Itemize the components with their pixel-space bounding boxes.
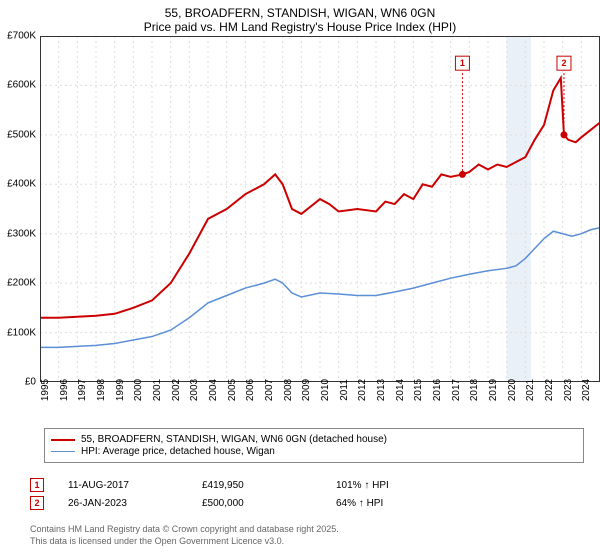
x-tick-label: 2008 [283,379,294,401]
x-tick-label: 2001 [152,379,163,401]
chart-area: £0£100K£200K£300K£400K£500K£600K£700K 12 [40,36,600,382]
x-tick-label: 2009 [301,379,312,401]
x-tick-label: 2004 [208,379,219,401]
sale-marker-box: 1 [30,478,44,492]
x-tick-label: 2011 [339,379,350,401]
x-tick-label: 2015 [413,379,424,401]
y-tick-label: £200K [7,278,36,289]
x-tick-label: 2002 [171,379,182,401]
sale-date: 26-JAN-2023 [68,498,178,509]
sale-delta: 101% ↑ HPI [336,480,389,491]
x-tick-label: 2020 [507,379,518,401]
x-tick-label: 2005 [227,379,238,401]
x-tick-label: 1997 [77,379,88,401]
x-tick-label: 2019 [488,379,499,401]
sales-table: 1 11-AUG-2017 £419,950 101% ↑ HPI 2 26-JAN-20… [30,474,590,514]
x-tick-label: 2024 [581,379,592,401]
sale-row: 1 11-AUG-2017 £419,950 101% ↑ HPI [30,478,590,492]
legend-label: 55, BROADFERN, STANDISH, WIGAN, WN6 0GN … [81,434,387,445]
legend-row: HPI: Average price, detached house, Wiga… [51,446,577,457]
x-tick-label: 2014 [395,379,406,401]
x-tick-label: 2016 [432,379,443,401]
svg-text:2: 2 [561,58,566,68]
x-tick-label: 2000 [133,379,144,401]
chart-container: 55, BROADFERN, STANDISH, WIGAN, WN6 0GN … [0,0,600,560]
y-tick-label: £100K [7,327,36,338]
y-tick-label: £700K [7,31,36,42]
x-tick-label: 2023 [563,379,574,401]
legend-label: HPI: Average price, detached house, Wiga… [81,446,275,457]
y-tick-label: £0 [25,377,36,388]
x-tick-label: 2010 [320,379,331,401]
title-line1: 55, BROADFERN, STANDISH, WIGAN, WN6 0GN [0,6,600,20]
x-tick-label: 2006 [245,379,256,401]
y-tick-label: £300K [7,228,36,239]
y-tick-label: £500K [7,129,36,140]
x-tick-label: 2021 [525,379,536,401]
footer-line1: Contains HM Land Registry data © Crown c… [30,524,339,536]
sale-price: £500,000 [202,498,312,509]
title-line2: Price paid vs. HM Land Registry's House … [0,20,600,34]
y-tick-label: £600K [7,80,36,91]
legend: 55, BROADFERN, STANDISH, WIGAN, WN6 0GN … [44,428,584,463]
x-tick-label: 2007 [264,379,275,401]
footer-line2: This data is licensed under the Open Gov… [30,536,339,548]
y-axis-labels: £0£100K£200K£300K£400K£500K£600K£700K [0,36,40,382]
x-tick-label: 1998 [96,379,107,401]
sale-delta: 64% ↑ HPI [336,498,383,509]
x-tick-label: 1995 [40,379,51,401]
x-tick-label: 2017 [451,379,462,401]
x-tick-label: 2018 [469,379,480,401]
chart-svg: 12 [40,36,600,382]
footer: Contains HM Land Registry data © Crown c… [30,524,339,547]
x-tick-label: 2003 [189,379,200,401]
x-axis-labels: 1995199619971998199920002001200220032004… [40,384,600,424]
x-tick-label: 1996 [59,379,70,401]
title-block: 55, BROADFERN, STANDISH, WIGAN, WN6 0GN … [0,0,600,36]
x-tick-label: 2012 [357,379,368,401]
legend-swatch [51,451,75,452]
legend-swatch [51,439,75,441]
svg-text:1: 1 [460,58,465,68]
x-tick-label: 1999 [115,379,126,401]
sale-date: 11-AUG-2017 [68,480,178,491]
x-tick-label: 2022 [544,379,555,401]
legend-row: 55, BROADFERN, STANDISH, WIGAN, WN6 0GN … [51,434,577,445]
sale-marker-box: 2 [30,496,44,510]
sale-row: 2 26-JAN-2023 £500,000 64% ↑ HPI [30,496,590,510]
y-tick-label: £400K [7,179,36,190]
sale-price: £419,950 [202,480,312,491]
x-tick-label: 2013 [376,379,387,401]
